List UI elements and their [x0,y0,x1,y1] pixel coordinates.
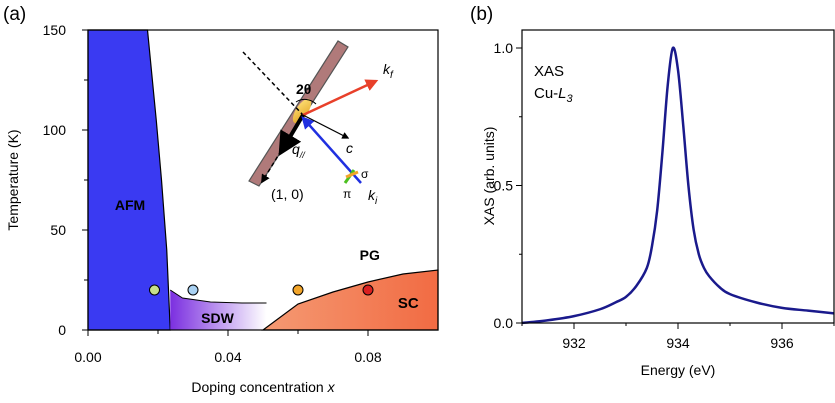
region-label-sdw: SDW [201,310,234,326]
b-x-tick-label-0: 932 [562,335,586,351]
region-afm [87,29,171,331]
data-point-2 [187,284,199,296]
y-tick-label-2: 100 [43,122,67,138]
x-tick-label-2: 0.08 [354,349,381,365]
kf-label: kf [383,61,394,81]
pi-label: π [343,187,351,201]
kf-arrow [302,79,379,117]
data-point-3 [292,284,304,296]
region-label-afm: AFM [115,197,145,213]
q-parallel-arrow [278,113,305,157]
two-theta-label: 2θ [296,81,311,97]
measurement-points [149,284,374,296]
b-x-tick-label-2: 936 [770,335,794,351]
legend-line-1: XAS [534,63,564,80]
legend-line-2: Cu-L3 [534,85,574,105]
b-y-tick-label-2: 1.0 [494,40,514,56]
c-axis-arrow [302,114,350,139]
panel-a-axes: 0.00 0.04 0.08 0 50 100 150 [43,22,382,365]
x-tick-label-0: 0.00 [74,349,101,365]
ki-label: ki [368,187,378,207]
scattering-geometry-inset: 2θ q// c (1, 0) kf ki σ π [242,40,394,207]
panel-a-xlabel: Doping concentration x [191,379,335,395]
y-tick-label-0: 0 [58,322,66,338]
sigma-polarization [345,170,359,179]
sigma-label: σ [361,167,369,181]
data-point-4 [362,284,374,296]
b-y-tick-label-1: 0.5 [494,178,514,194]
q-parallel-label: q// [292,141,306,160]
sample-crystal [292,98,312,124]
direction-label: (1, 0) [271,186,304,202]
panel-b-xlabel: Energy (eV) [641,362,716,378]
panel-a: (a) AFM SDW SC PG 2θ q// c (1, 0) kf ki σ π [3,4,439,395]
dashed-direction-arrow [261,114,304,184]
y-tick-label-1: 50 [50,222,66,238]
panel-b: (b) 932 934 936 0.0 0.5 1.0 XAS Cu-L3 Energy … [470,4,835,378]
dashed-normal [242,51,304,116]
sdw-boundary [169,289,267,304]
panel-b-axes: 932 934 936 0.0 0.5 1.0 [494,40,835,351]
data-point-1 [149,284,160,296]
y-tick-label-3: 150 [43,22,67,38]
panel-b-ylabel: XAS (arb. units) [481,127,497,226]
angle-arc [295,98,317,105]
b-x-tick-label-1: 934 [666,335,690,351]
panel-b-label: (b) [470,4,493,25]
phase-regions: AFM SDW SC PG [87,29,439,331]
series-line-0 [521,46,835,325]
b-y-tick-label-0: 0.0 [494,315,514,331]
c-axis-label: c [346,140,353,156]
panel-a-ylabel: Temperature (K) [5,129,21,230]
panel-a-label: (a) [3,4,26,25]
region-label-sc: SC [398,295,419,312]
xas-series [521,46,835,325]
x-tick-label-1: 0.04 [214,349,241,365]
region-label-pg: PG [360,247,380,263]
